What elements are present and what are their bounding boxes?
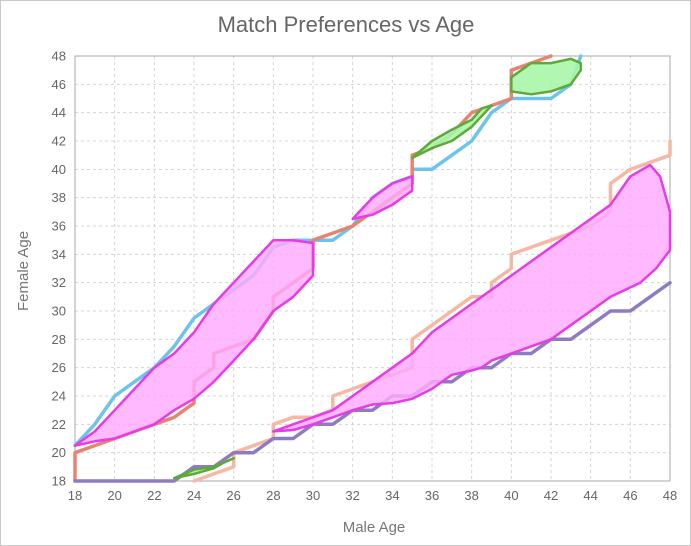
x-tick-label: 36: [425, 488, 439, 503]
x-tick-label: 30: [306, 488, 320, 503]
y-tick-label: 26: [52, 360, 66, 375]
y-tick-label: 22: [52, 417, 66, 432]
x-axis-label: Male Age: [343, 519, 406, 536]
chart-title: Match Preferences vs Age: [218, 12, 475, 37]
y-tick-label: 18: [52, 474, 66, 489]
x-tick-label: 48: [663, 488, 677, 503]
y-tick-label: 34: [52, 247, 66, 262]
tick-labels: 18 20 22 24 26 28 30 32 34 36 38 40 42 44 46 48 18 20 22 24…: [52, 49, 678, 504]
y-tick-label: 48: [52, 49, 66, 64]
x-tick-label: 22: [147, 488, 161, 503]
plot-area: [74, 55, 671, 482]
y-tick-label: 32: [52, 275, 66, 290]
y-tick-label: 38: [52, 190, 66, 205]
y-tick-label: 36: [52, 219, 66, 234]
magenta-region-3: [351, 175, 414, 221]
x-tick-label: 18: [68, 488, 82, 503]
x-tick-label: 38: [464, 488, 478, 503]
x-tick-label: 42: [544, 488, 558, 503]
magenta-region-2: [272, 163, 672, 433]
y-tick-label: 24: [52, 389, 66, 404]
magenta-region-1: [73, 238, 315, 447]
y-axis-label: Female Age: [15, 231, 32, 311]
y-tick-label: 40: [52, 162, 66, 177]
x-tick-label: 26: [226, 488, 240, 503]
x-tick-label: 32: [345, 488, 359, 503]
green-region-5: [410, 104, 493, 160]
x-tick-label: 20: [107, 488, 121, 503]
boundary-line-5: [73, 280, 672, 483]
x-tick-label: 40: [504, 488, 518, 503]
boundary-line-2: [410, 54, 583, 172]
y-tick-label: 30: [52, 304, 66, 319]
y-tick-label: 20: [52, 445, 66, 460]
x-tick-label: 34: [385, 488, 399, 503]
green-region-4: [172, 457, 235, 480]
y-tick-label: 42: [52, 134, 66, 149]
series-layer: [73, 54, 672, 483]
x-tick-label: 28: [266, 488, 280, 503]
x-tick-label: 24: [187, 488, 201, 503]
y-tick-label: 46: [52, 77, 66, 92]
x-tick-label: 44: [583, 488, 597, 503]
y-tick-label: 44: [52, 105, 66, 120]
x-tick-label: 46: [623, 488, 637, 503]
y-tick-label: 28: [52, 332, 66, 347]
green-region-6: [510, 57, 583, 96]
